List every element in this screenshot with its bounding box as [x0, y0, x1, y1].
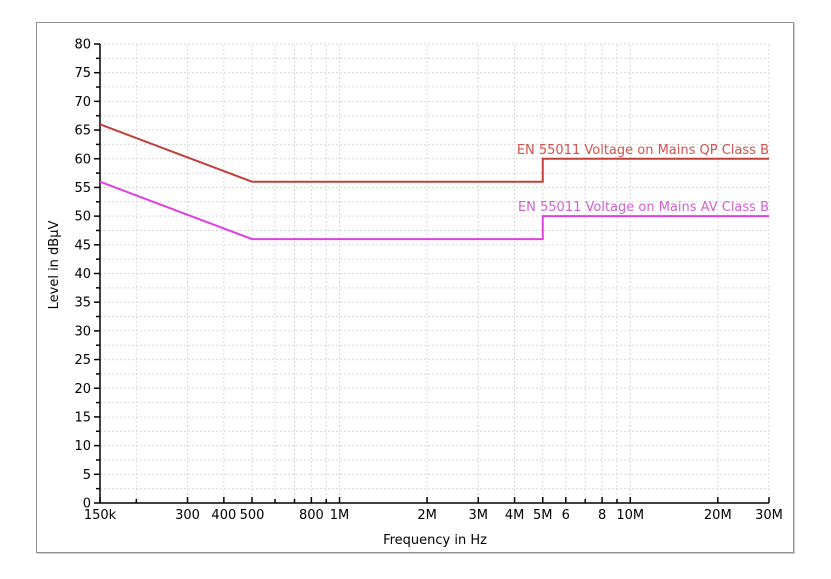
av-series-label: EN 55011 Voltage on Mains AV Class B — [518, 200, 769, 215]
x-tick-label: 300 — [175, 508, 200, 523]
x-axis-title: Frequency in Hz — [383, 533, 487, 548]
x-tick-label: 6 — [562, 508, 570, 523]
x-tick-label: 4M — [505, 508, 524, 523]
y-tick-label: 50 — [74, 210, 91, 225]
y-axis-title: Level in dBµV — [47, 221, 62, 310]
x-tick-label: 10M — [616, 508, 644, 523]
x-tick-label: 20M — [704, 508, 732, 523]
y-tick-label: 55 — [74, 181, 91, 196]
y-tick-label: 20 — [74, 382, 91, 397]
y-tick-label: 40 — [74, 267, 91, 282]
x-tick-label: 400 — [211, 508, 236, 523]
limit-chart-svg: 0 5 10 15 20 25 30 35 40 45 50 55 60 65 70 75 80 150k 300 4… — [47, 38, 783, 549]
qp-series-label: EN 55011 Voltage on Mains QP Class B — [517, 143, 769, 158]
x-tick-label: 800 — [299, 508, 324, 523]
y-tick-label: 35 — [74, 296, 91, 311]
y-tick-label: 60 — [74, 152, 91, 167]
x-tick-label: 5M — [533, 508, 553, 523]
y-tick-label: 70 — [74, 95, 91, 110]
y-tick-label: 30 — [74, 324, 91, 339]
y-tick-label: 80 — [74, 38, 91, 53]
series-line-qp — [99, 123, 769, 183]
x-tick-label: 150k — [84, 508, 117, 523]
series-line-av — [99, 180, 769, 241]
y-tick-label: 25 — [74, 353, 91, 368]
y-tick-label: 5 — [83, 468, 91, 483]
chart-panel: 0 5 10 15 20 25 30 35 40 45 50 55 60 65 70 75 80 150k 300 4… — [36, 22, 794, 553]
y-tick-label: 15 — [74, 410, 91, 425]
x-tick-label: 8 — [598, 508, 606, 523]
x-tick-label: 2M — [417, 508, 437, 523]
x-tick-label: 500 — [240, 508, 265, 523]
y-tick-label: 10 — [74, 439, 91, 454]
x-tick-label: 3M — [469, 508, 489, 523]
y-tick-label: 45 — [74, 238, 91, 253]
x-tick-label: 30M — [755, 508, 783, 523]
chart-generated-layer: 0 5 10 15 20 25 30 35 40 45 50 55 60 65 70 75 80 150k 300 4… — [74, 38, 782, 524]
y-tick-label: 0 — [83, 497, 91, 512]
y-tick-label: 65 — [74, 124, 91, 139]
x-tick-label: 1M — [330, 508, 350, 523]
y-tick-label: 75 — [74, 66, 91, 81]
